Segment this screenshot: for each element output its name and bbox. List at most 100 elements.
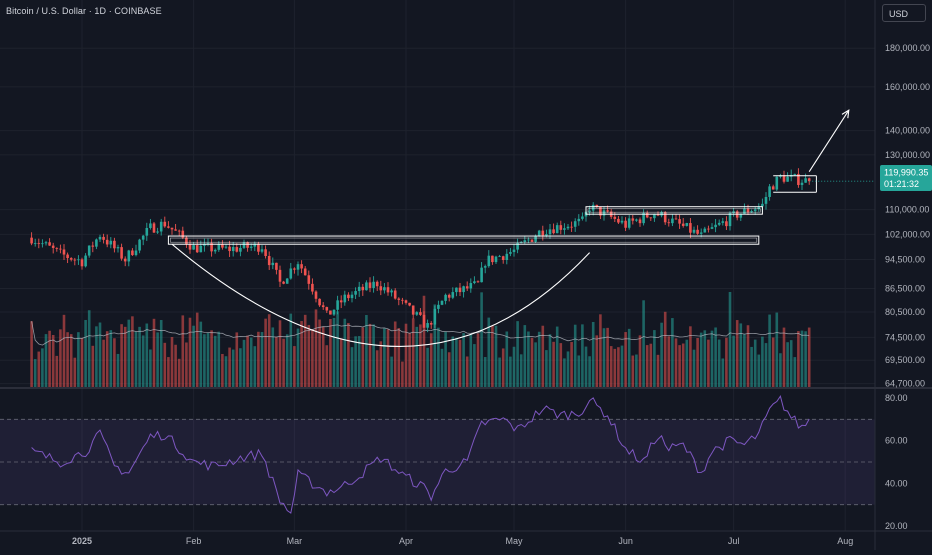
volume-bar (566, 351, 570, 387)
candle-body (289, 268, 293, 279)
candle-body (242, 242, 246, 248)
price-tick-label: 110,000.00 (885, 205, 929, 215)
candle-body (285, 278, 289, 284)
volume-bar (746, 325, 750, 387)
candle-body (77, 259, 80, 261)
candle-body (613, 216, 617, 219)
candle-body (123, 258, 127, 262)
volume-bar (379, 341, 383, 387)
volume-bar (606, 327, 609, 387)
candle-body (228, 246, 231, 252)
candle-body (516, 242, 519, 250)
candle-body (681, 223, 685, 226)
candle-body (577, 218, 581, 222)
candle-body (282, 281, 285, 284)
candle-body (249, 246, 253, 248)
volume-bar (195, 312, 199, 387)
volume-bar (649, 343, 653, 387)
currency-button[interactable]: USD (882, 4, 926, 22)
volume-bar (645, 345, 649, 387)
volume-bar (523, 325, 527, 387)
volume-bar (386, 329, 390, 387)
volume-bar (638, 335, 642, 387)
volume-bar (91, 345, 95, 387)
volume-bar (329, 318, 332, 387)
candle-body (159, 221, 163, 232)
candle-body (699, 232, 703, 234)
volume-bar (692, 349, 696, 387)
volume-bar (300, 321, 303, 387)
volume-bar (354, 336, 357, 387)
volume-bar (62, 314, 66, 387)
volume-bar (505, 331, 509, 387)
volume-bar (167, 357, 170, 387)
volume-bar (127, 319, 131, 387)
candle-body (174, 229, 177, 231)
volume-bar (685, 339, 689, 387)
volume-bar (239, 348, 242, 387)
candle-body (692, 229, 696, 233)
time-tick-label: Feb (186, 536, 202, 546)
candle-body (293, 268, 296, 270)
volume-bar (77, 332, 80, 387)
volume-bar (372, 324, 375, 387)
volume-bar (519, 354, 523, 387)
candle-body (602, 210, 606, 216)
candle-body (199, 245, 203, 253)
volume-bar (573, 324, 577, 387)
volume-bar (696, 337, 699, 387)
candle-body (591, 204, 595, 211)
volume-bar (235, 332, 239, 387)
candle-body (653, 214, 656, 219)
candle-body (393, 290, 397, 299)
volume-bar (347, 322, 350, 387)
volume-bar (563, 358, 566, 387)
volume-bar (660, 322, 663, 387)
volume-bar (699, 332, 703, 387)
volume-bar (246, 335, 249, 387)
volume-bar (206, 332, 210, 387)
candle-body (548, 229, 552, 235)
candle-body (141, 235, 145, 240)
volume-bar (249, 337, 253, 387)
candle-body (145, 227, 149, 236)
upper-band (585, 206, 763, 215)
candle-body (674, 218, 678, 220)
candle-body (332, 309, 336, 315)
candle-body (116, 247, 120, 249)
volume-bar (267, 314, 271, 387)
volume-bar (743, 334, 746, 387)
rsi-tick-label: 20.00 (885, 521, 908, 531)
projection-arrow-head (841, 109, 850, 119)
volume-bar (476, 333, 480, 387)
candle-body (534, 236, 537, 242)
candle-body (30, 237, 33, 244)
volume-bar (282, 338, 285, 387)
volume-bar (41, 348, 44, 387)
volume-bar (163, 342, 167, 387)
volume-bar (584, 346, 588, 387)
volume-bar (793, 357, 797, 387)
resistance-band (167, 235, 760, 245)
candle-body (494, 256, 498, 263)
volume-bar (599, 314, 602, 387)
candle-body (386, 287, 390, 293)
candle-body (257, 243, 260, 252)
candle-body (563, 228, 566, 230)
volume-bar (113, 338, 116, 387)
candle-body (321, 305, 325, 308)
candle-body (91, 245, 95, 247)
volume-bar (559, 343, 563, 387)
candle-body (253, 243, 257, 247)
candle-body (120, 247, 123, 259)
volume-bar (105, 331, 109, 387)
volume-bar (635, 354, 638, 387)
candle-body (397, 298, 401, 300)
candle-body (717, 222, 721, 225)
candle-body (365, 282, 368, 291)
candle-body (411, 305, 415, 315)
candle-body (581, 216, 584, 219)
